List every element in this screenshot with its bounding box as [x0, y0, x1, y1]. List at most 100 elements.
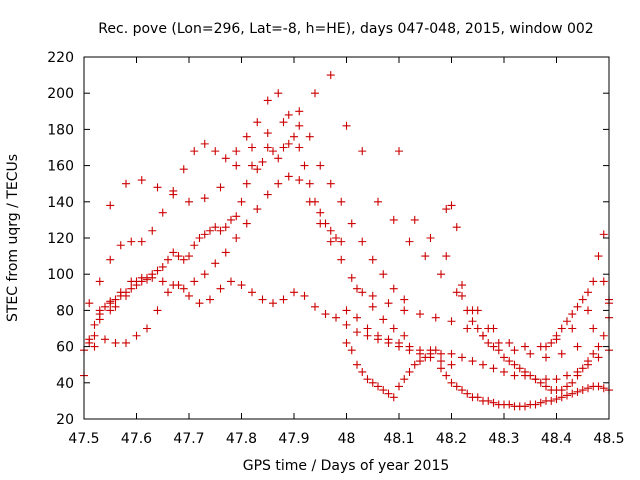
data-point — [326, 226, 335, 235]
data-point — [185, 291, 193, 300]
data-point — [563, 391, 571, 400]
data-point — [305, 179, 314, 188]
data-point — [106, 255, 115, 264]
data-point — [479, 360, 487, 369]
data-point — [353, 360, 361, 369]
data-point — [426, 234, 435, 242]
data-point — [400, 331, 409, 340]
plot-frame — [83, 56, 610, 420]
data-point — [216, 284, 225, 293]
data-point — [342, 121, 351, 130]
data-point — [578, 364, 587, 373]
data-point — [463, 306, 472, 315]
data-point — [169, 248, 178, 257]
data-point — [211, 147, 220, 156]
data-points — [80, 71, 613, 411]
data-point — [185, 252, 193, 261]
data-point — [521, 402, 529, 411]
y-axis: 20 40 60 80 100 120 140 160 180 200 220 — [47, 50, 609, 428]
data-point — [106, 306, 115, 315]
y-tick-label: 200 — [47, 86, 74, 102]
data-point — [489, 398, 498, 407]
data-point — [531, 375, 540, 384]
data-point — [589, 324, 598, 333]
data-point — [526, 349, 535, 358]
data-point — [458, 386, 466, 395]
data-point — [552, 331, 561, 340]
data-point — [599, 230, 608, 239]
data-point — [179, 284, 188, 293]
x-axis-label: GPS time / Days of year 2015 — [243, 458, 450, 474]
data-point — [279, 143, 288, 152]
y-tick-label: 140 — [47, 195, 74, 211]
data-point — [584, 357, 592, 366]
data-point — [290, 132, 298, 141]
data-point — [573, 342, 582, 351]
data-point — [494, 338, 503, 347]
data-point — [395, 382, 403, 391]
data-point — [416, 310, 424, 319]
data-point — [190, 147, 199, 156]
data-point — [148, 273, 157, 282]
data-point — [395, 338, 403, 347]
data-point — [122, 291, 130, 300]
data-point — [363, 331, 372, 340]
data-point — [95, 306, 104, 315]
y-tick-label: 100 — [47, 267, 74, 283]
data-point — [295, 176, 304, 185]
data-point — [148, 226, 157, 235]
data-point — [594, 342, 603, 351]
data-point — [242, 179, 251, 188]
data-point — [95, 315, 104, 324]
data-point — [101, 335, 109, 344]
data-point — [536, 398, 545, 407]
data-point — [452, 223, 461, 232]
data-point — [158, 262, 167, 271]
data-point — [116, 288, 125, 297]
data-point — [279, 295, 288, 304]
data-point — [353, 313, 361, 322]
data-point — [248, 288, 256, 297]
data-point — [379, 315, 388, 324]
data-point — [426, 346, 435, 355]
data-point — [195, 234, 204, 242]
data-point — [557, 386, 566, 395]
data-point — [179, 165, 188, 174]
data-point — [232, 147, 241, 156]
data-point — [106, 201, 115, 210]
data-point — [164, 288, 172, 297]
data-point — [431, 313, 440, 322]
data-point — [337, 197, 346, 206]
x-tick-label: 48.3 — [488, 431, 519, 447]
data-point — [500, 367, 508, 376]
x-tick-label: 48.1 — [383, 431, 414, 447]
data-point — [269, 299, 277, 308]
data-point — [326, 237, 335, 246]
data-point — [316, 219, 325, 228]
data-point — [442, 205, 451, 214]
data-point — [216, 226, 225, 235]
data-point — [557, 349, 566, 358]
data-point — [363, 324, 372, 333]
data-point — [542, 342, 550, 351]
data-point — [447, 317, 456, 326]
x-tick-label: 48.2 — [436, 431, 467, 447]
data-point — [248, 161, 256, 170]
data-point — [447, 378, 456, 387]
data-point — [568, 324, 577, 333]
data-point — [300, 161, 309, 170]
data-point — [458, 353, 466, 362]
data-point — [599, 384, 608, 393]
data-point — [158, 208, 167, 217]
data-point — [290, 288, 298, 297]
y-tick-label: 60 — [56, 340, 74, 356]
data-point — [295, 143, 304, 152]
data-point — [242, 132, 251, 141]
data-point — [505, 338, 514, 347]
data-point — [221, 223, 230, 232]
data-point — [206, 226, 214, 235]
data-point — [589, 277, 598, 286]
data-point — [573, 371, 582, 380]
data-point — [416, 346, 424, 355]
data-point — [295, 121, 304, 130]
